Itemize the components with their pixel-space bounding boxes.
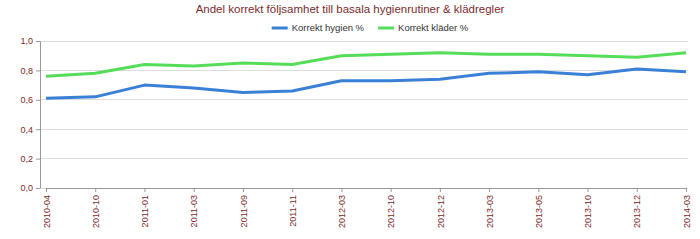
x-tick-mark bbox=[538, 188, 539, 192]
grid-line bbox=[40, 129, 688, 130]
x-tick: 2010-04 bbox=[42, 188, 52, 228]
y-tick-mark bbox=[36, 41, 40, 42]
x-tick: 2013-10 bbox=[583, 188, 593, 228]
x-tick: 2012-03 bbox=[337, 188, 347, 228]
x-tick-mark bbox=[144, 188, 145, 192]
x-tick: 2013-12 bbox=[632, 188, 642, 228]
x-tick-mark bbox=[95, 188, 96, 192]
x-tick: 2011-03 bbox=[189, 188, 199, 227]
x-tick-label: 2012-03 bbox=[337, 195, 347, 228]
y-tick-label: 0,2 bbox=[20, 154, 33, 164]
x-tick: 2012-12 bbox=[435, 188, 445, 228]
grid-line bbox=[40, 158, 688, 159]
y-tick-mark bbox=[36, 188, 40, 189]
y-tick-label: 0,8 bbox=[20, 66, 33, 76]
x-tick-label: 2011-01 bbox=[140, 195, 150, 227]
x-tick: 2014-03 bbox=[682, 188, 692, 228]
x-tick-label: 2013-10 bbox=[583, 195, 593, 228]
x-axis: 2010-04 2010-10 2011-01 2011-03 2011-09 2011-… bbox=[42, 188, 692, 228]
x-tick-label: 2011-09 bbox=[239, 195, 249, 227]
grid-line bbox=[40, 70, 688, 71]
x-tick: 2010-10 bbox=[91, 188, 101, 228]
y-tick: 1,0 bbox=[20, 36, 40, 46]
y-tick-mark bbox=[36, 159, 40, 160]
x-tick-label: 2013-03 bbox=[485, 195, 495, 228]
y-tick: 0,6 bbox=[20, 95, 40, 105]
grid-line bbox=[40, 99, 688, 100]
x-tick-mark bbox=[243, 188, 244, 192]
y-tick: 0,8 bbox=[20, 66, 40, 76]
x-tick: 2012-10 bbox=[386, 188, 396, 228]
legend-item: Korrekt hygien % bbox=[272, 22, 365, 33]
chart-svg: Andel korrekt följsamhet till basala hyg… bbox=[0, 0, 700, 239]
series-line bbox=[46, 69, 686, 98]
y-tick: 0,2 bbox=[20, 154, 40, 164]
x-tick-mark bbox=[391, 188, 392, 192]
x-tick-mark bbox=[489, 188, 490, 192]
x-tick-mark bbox=[686, 188, 687, 192]
x-tick-mark bbox=[46, 188, 47, 192]
x-tick-label: 2012-12 bbox=[435, 195, 445, 228]
legend-label: Korrekt hygien % bbox=[292, 22, 365, 33]
y-axis: 0,0 0,2 0,4 0,6 0,8 1,0 bbox=[20, 36, 40, 193]
x-tick: 2011-11 bbox=[288, 188, 298, 227]
x-tick-label: 2014-03 bbox=[682, 195, 692, 228]
y-tick: 0,0 bbox=[20, 183, 40, 193]
y-tick: 0,4 bbox=[20, 125, 40, 135]
legend: Korrekt hygien % Korrekt kläder % bbox=[272, 22, 469, 33]
grid-line bbox=[40, 41, 688, 42]
x-tick-label: 2010-04 bbox=[42, 195, 52, 228]
x-tick-label: 2011-03 bbox=[189, 195, 199, 227]
x-tick: 2013-05 bbox=[534, 188, 544, 228]
x-tick-mark bbox=[292, 188, 293, 192]
y-axis-line bbox=[40, 42, 41, 189]
chart-container: Andel korrekt följsamhet till basala hyg… bbox=[0, 0, 700, 239]
legend-swatch bbox=[272, 27, 288, 30]
x-tick: 2013-03 bbox=[485, 188, 495, 228]
x-tick-mark bbox=[440, 188, 441, 192]
y-tick-label: 0,4 bbox=[20, 125, 33, 135]
y-tick-mark bbox=[36, 100, 40, 101]
y-tick-label: 1,0 bbox=[20, 36, 33, 46]
x-tick-mark bbox=[194, 188, 195, 192]
y-tick-label: 0,6 bbox=[20, 95, 33, 105]
y-tick-mark bbox=[36, 129, 40, 130]
legend-item: Korrekt kläder % bbox=[378, 22, 469, 33]
grid bbox=[40, 41, 688, 188]
plot-area bbox=[46, 53, 686, 99]
x-tick-label: 2013-12 bbox=[632, 195, 642, 228]
legend-swatch bbox=[378, 27, 394, 30]
x-tick-label: 2010-10 bbox=[91, 195, 101, 228]
series-line bbox=[46, 53, 686, 77]
x-tick-label: 2012-10 bbox=[386, 195, 396, 228]
grid-line bbox=[40, 188, 688, 189]
legend-label: Korrekt kläder % bbox=[398, 22, 469, 33]
chart-title: Andel korrekt följsamhet till basala hyg… bbox=[196, 3, 505, 15]
x-tick: 2011-01 bbox=[140, 188, 150, 227]
x-tick-label: 2011-11 bbox=[288, 195, 298, 227]
x-tick-mark bbox=[637, 188, 638, 192]
y-tick-label: 0,0 bbox=[20, 183, 33, 193]
x-tick-label: 2013-05 bbox=[534, 195, 544, 228]
x-tick-mark bbox=[341, 188, 342, 192]
x-tick-mark bbox=[588, 188, 589, 192]
x-axis-line bbox=[47, 188, 687, 189]
x-tick: 2011-09 bbox=[239, 188, 249, 227]
y-tick-mark bbox=[36, 70, 40, 71]
